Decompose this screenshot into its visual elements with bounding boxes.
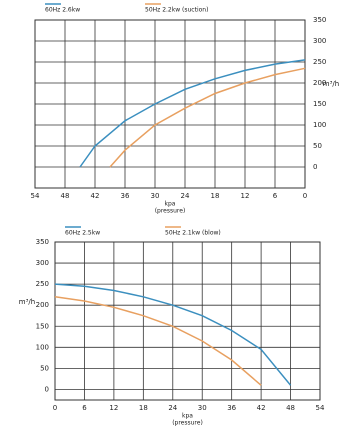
legend-label: 50Hz 2.2kw (suction) (145, 7, 208, 14)
plot-frame (54, 241, 321, 401)
x-tick-label: 30 (198, 404, 207, 412)
x-axis-label: (pressure) (172, 420, 203, 427)
y-tick-label: 250 (36, 280, 49, 288)
y-tick-label: 350 (36, 238, 49, 246)
x-axis-label: kpa (182, 413, 193, 420)
series-line (54, 296, 262, 386)
x-tick-label: 0 (303, 192, 307, 200)
y-tick-label: 100 (313, 121, 326, 129)
x-tick-label: 12 (241, 192, 250, 200)
y-tick-label: 300 (36, 259, 49, 267)
y-tick-label: 150 (313, 100, 326, 108)
x-tick-label: 36 (121, 192, 130, 200)
y-tick-label: 150 (36, 322, 49, 330)
y-tick-label: 50 (313, 142, 322, 150)
y-tick-label: 300 (313, 37, 326, 45)
x-tick-label: 54 (316, 404, 325, 412)
x-tick-label: 6 (82, 404, 87, 412)
legend-label: 50Hz 2.1kw (blow) (165, 230, 221, 237)
series-line (54, 283, 292, 386)
y-tick-label: 200 (313, 79, 326, 87)
x-axis-label: kpa (165, 201, 176, 208)
y-tick-label: 0 (45, 385, 49, 393)
series-line (109, 67, 306, 168)
x-tick-label: 12 (109, 404, 118, 412)
x-tick-label: 48 (286, 404, 295, 412)
y-tick-label: 0 (313, 163, 317, 171)
legend-label: 60Hz 2.6kw (45, 7, 80, 14)
legend-label: 60Hz 2.5kw (65, 230, 100, 237)
y-tick-label: 50 (40, 364, 49, 372)
x-tick-label: 54 (31, 192, 40, 200)
x-tick-label: 6 (273, 192, 278, 200)
x-tick-label: 24 (181, 192, 190, 200)
x-axis-label: (pressure) (155, 208, 186, 215)
y-tick-label: 250 (313, 58, 326, 66)
x-tick-label: 24 (168, 404, 177, 412)
x-tick-label: 18 (139, 404, 148, 412)
x-tick-label: 36 (227, 404, 236, 412)
x-tick-label: 0 (53, 404, 57, 412)
x-tick-label: 30 (151, 192, 160, 200)
y-tick-label: 200 (36, 301, 49, 309)
y-tick-label: 100 (36, 343, 49, 351)
x-tick-label: 42 (91, 192, 100, 200)
y-axis-label: m³/h (19, 298, 35, 306)
x-tick-label: 48 (61, 192, 70, 200)
y-tick-label: 350 (313, 16, 326, 24)
x-tick-label: 18 (211, 192, 220, 200)
series-line (79, 59, 306, 168)
x-tick-label: 42 (257, 404, 266, 412)
y-axis-label: m³/h (323, 80, 339, 88)
